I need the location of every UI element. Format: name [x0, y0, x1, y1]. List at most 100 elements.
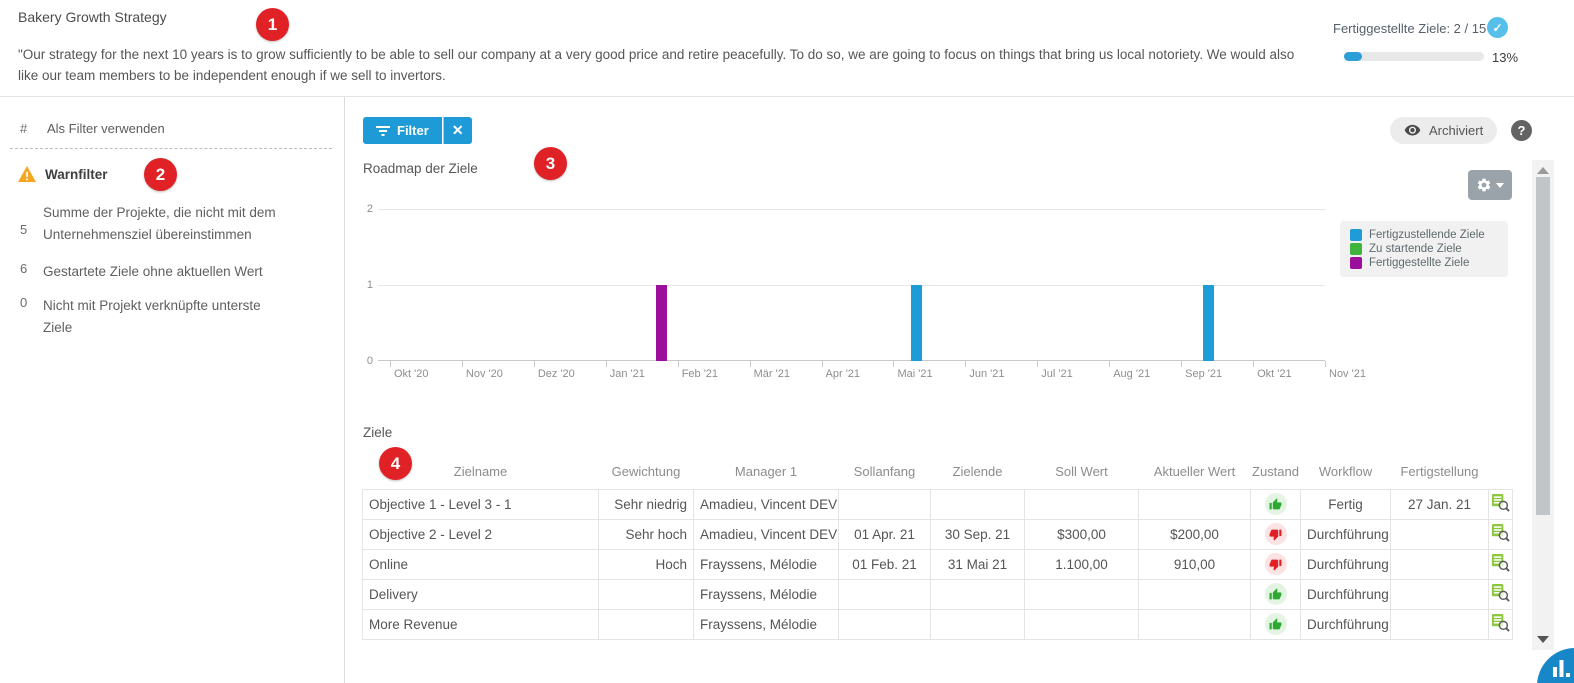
- y-tick-0: 0: [366, 355, 373, 367]
- scroll-up-arrow-icon[interactable]: [1537, 167, 1549, 174]
- col-workflow[interactable]: Workflow: [1318, 464, 1373, 480]
- x-tick-mark: [1037, 361, 1039, 367]
- vertical-scrollbar[interactable]: [1532, 160, 1554, 650]
- x-tick-mark: [677, 361, 679, 367]
- bar-chart-icon: [1553, 660, 1570, 677]
- filter-button[interactable]: Filter: [363, 117, 442, 144]
- thumb-status-icon: [1264, 493, 1287, 515]
- thumb-status-icon: [1264, 583, 1287, 605]
- table-row[interactable]: Objective 2 - Level 2 Sehr hoch Amadieu,…: [362, 518, 1513, 550]
- cell-zielname: Objective 2 - Level 2: [362, 518, 599, 550]
- strategy-quote: "Our strategy for the next 10 years is t…: [18, 47, 1295, 83]
- step-badge-2: 2: [144, 158, 177, 191]
- table-row[interactable]: Online Hoch Frayssens, Mélodie 01 Feb. 2…: [362, 548, 1513, 580]
- progress-fill: [1344, 52, 1363, 61]
- item-label: Gestartete Ziele ohne aktuellen Wert: [43, 264, 263, 279]
- y-tick-2: 2: [366, 203, 373, 215]
- cell-aktueller-wert: [1138, 488, 1251, 520]
- col-aktueller-wert[interactable]: Aktueller Wert: [1153, 464, 1236, 480]
- chart-fab-button[interactable]: [1537, 648, 1574, 683]
- item-count: 5: [20, 222, 28, 237]
- item-count: 0: [20, 295, 28, 310]
- scroll-down-arrow-icon[interactable]: [1537, 636, 1549, 643]
- x-tick-label: Mär '21: [753, 368, 790, 380]
- cell-zielname: Online: [362, 548, 599, 580]
- y-tick-1: 1: [366, 279, 373, 291]
- col-fertigstellung[interactable]: Fertigstellung: [1400, 464, 1479, 480]
- col-actions: [1489, 455, 1513, 489]
- details-icon[interactable]: [1491, 553, 1510, 575]
- cell-details[interactable]: [1488, 518, 1513, 550]
- chart-settings-button[interactable]: [1468, 170, 1512, 200]
- cell-soll-wert: [1024, 608, 1139, 640]
- cell-sollanfang: [838, 578, 931, 610]
- x-tick-label: Aug '21: [1113, 368, 1151, 380]
- cell-workflow: Fertig: [1300, 488, 1391, 520]
- chart-bar-fertigzustellende-ziele[interactable]: [1202, 285, 1214, 361]
- legend-item-2[interactable]: Fertiggestellte Ziele: [1350, 257, 1498, 269]
- legend-item-0[interactable]: Fertigzustellende Ziele: [1350, 229, 1498, 241]
- cell-sollanfang: 01 Feb. 21: [838, 548, 931, 580]
- cell-zustand: [1250, 488, 1301, 520]
- cell-manager: Frayssens, Mélodie: [693, 608, 839, 640]
- roadmap-chart: 2 1 0 Okt '20 Nov '20 Dez '20 Jan '21 Feb '2…: [360, 196, 1366, 392]
- x-tick-mark: [821, 361, 823, 367]
- cell-manager: Amadieu, Vincent DEV: [693, 488, 839, 520]
- help-button[interactable]: ?: [1511, 120, 1532, 141]
- cell-details[interactable]: [1488, 608, 1513, 640]
- x-tick-label: Jun '21: [969, 368, 1005, 380]
- cell-sollanfang: 01 Apr. 21: [838, 518, 931, 550]
- warnfilter-label: Warnfilter: [45, 167, 108, 182]
- chart-legend: Fertigzustellende Ziele Zu startende Zie…: [1340, 221, 1508, 277]
- cell-details[interactable]: [1488, 548, 1513, 580]
- thumb-status-icon: [1264, 613, 1287, 635]
- legend-swatch-purple: [1350, 257, 1362, 269]
- thumb-status-icon: [1264, 523, 1287, 545]
- details-icon[interactable]: [1491, 493, 1510, 515]
- cell-workflow: Durchführung: [1300, 518, 1391, 550]
- check-icon: ✓: [1487, 17, 1508, 38]
- header-divider: [0, 96, 1574, 97]
- thumb-status-icon: [1264, 553, 1287, 575]
- cell-soll-wert: $300,00: [1024, 518, 1139, 550]
- details-icon[interactable]: [1491, 613, 1510, 635]
- col-sollanfang[interactable]: Sollanfang: [853, 464, 916, 480]
- details-icon[interactable]: [1491, 583, 1510, 605]
- col-gewichtung[interactable]: Gewichtung: [611, 464, 681, 480]
- cell-zustand: [1250, 518, 1301, 550]
- x-tick-label: Feb '21: [681, 368, 719, 380]
- cell-zielname: Delivery: [362, 578, 599, 610]
- chart-bar-fertigzustellende-ziele[interactable]: [911, 285, 923, 361]
- cell-gewichtung: Sehr hoch: [598, 518, 694, 550]
- table-row[interactable]: More Revenue Frayssens, Mélodie Durchfüh…: [362, 608, 1513, 640]
- cell-fertigstellung: [1390, 578, 1489, 610]
- cell-details[interactable]: [1488, 488, 1513, 520]
- cell-gewichtung: [598, 608, 694, 640]
- cell-aktueller-wert: $200,00: [1138, 518, 1251, 550]
- gridline-2: [378, 209, 1325, 210]
- x-tick-label: Apr '21: [825, 368, 861, 380]
- cell-gewichtung: Hoch: [598, 548, 694, 580]
- clear-filter-button[interactable]: ✕: [442, 117, 472, 144]
- details-icon[interactable]: [1491, 523, 1510, 545]
- col-soll-wert[interactable]: Soll Wert: [1055, 464, 1108, 480]
- x-tick-label: Dez '20: [537, 368, 575, 380]
- table-row[interactable]: Delivery Frayssens, Mélodie Durchführung: [362, 578, 1513, 610]
- col-zielname[interactable]: Zielname: [453, 464, 508, 480]
- chart-bar-fertiggestellte-ziele[interactable]: [656, 285, 668, 361]
- x-tick-label: Sep '21: [1185, 368, 1223, 380]
- sidebar-item-warnfilter[interactable]: Warnfilter: [0, 157, 345, 187]
- col-zustand[interactable]: Zustand: [1252, 464, 1299, 480]
- legend-item-1[interactable]: Zu startende Ziele: [1350, 243, 1498, 255]
- table-row[interactable]: Objective 1 - Level 3 - 1 Sehr niedrig A…: [362, 488, 1513, 520]
- cell-workflow: Durchführung: [1300, 608, 1391, 640]
- scrollbar-thumb[interactable]: [1536, 177, 1550, 515]
- col-zielende[interactable]: Zielende: [952, 464, 1003, 480]
- use-as-filter-label[interactable]: Als Filter verwenden: [47, 121, 165, 136]
- col-manager[interactable]: Manager 1: [734, 464, 798, 480]
- archived-toggle-button[interactable]: Archiviert: [1390, 117, 1498, 144]
- x-tick-label: Nov '20: [465, 368, 503, 380]
- step-badge-1: 1: [256, 8, 289, 41]
- cell-details[interactable]: [1488, 578, 1513, 610]
- filter-label: Filter: [397, 123, 429, 138]
